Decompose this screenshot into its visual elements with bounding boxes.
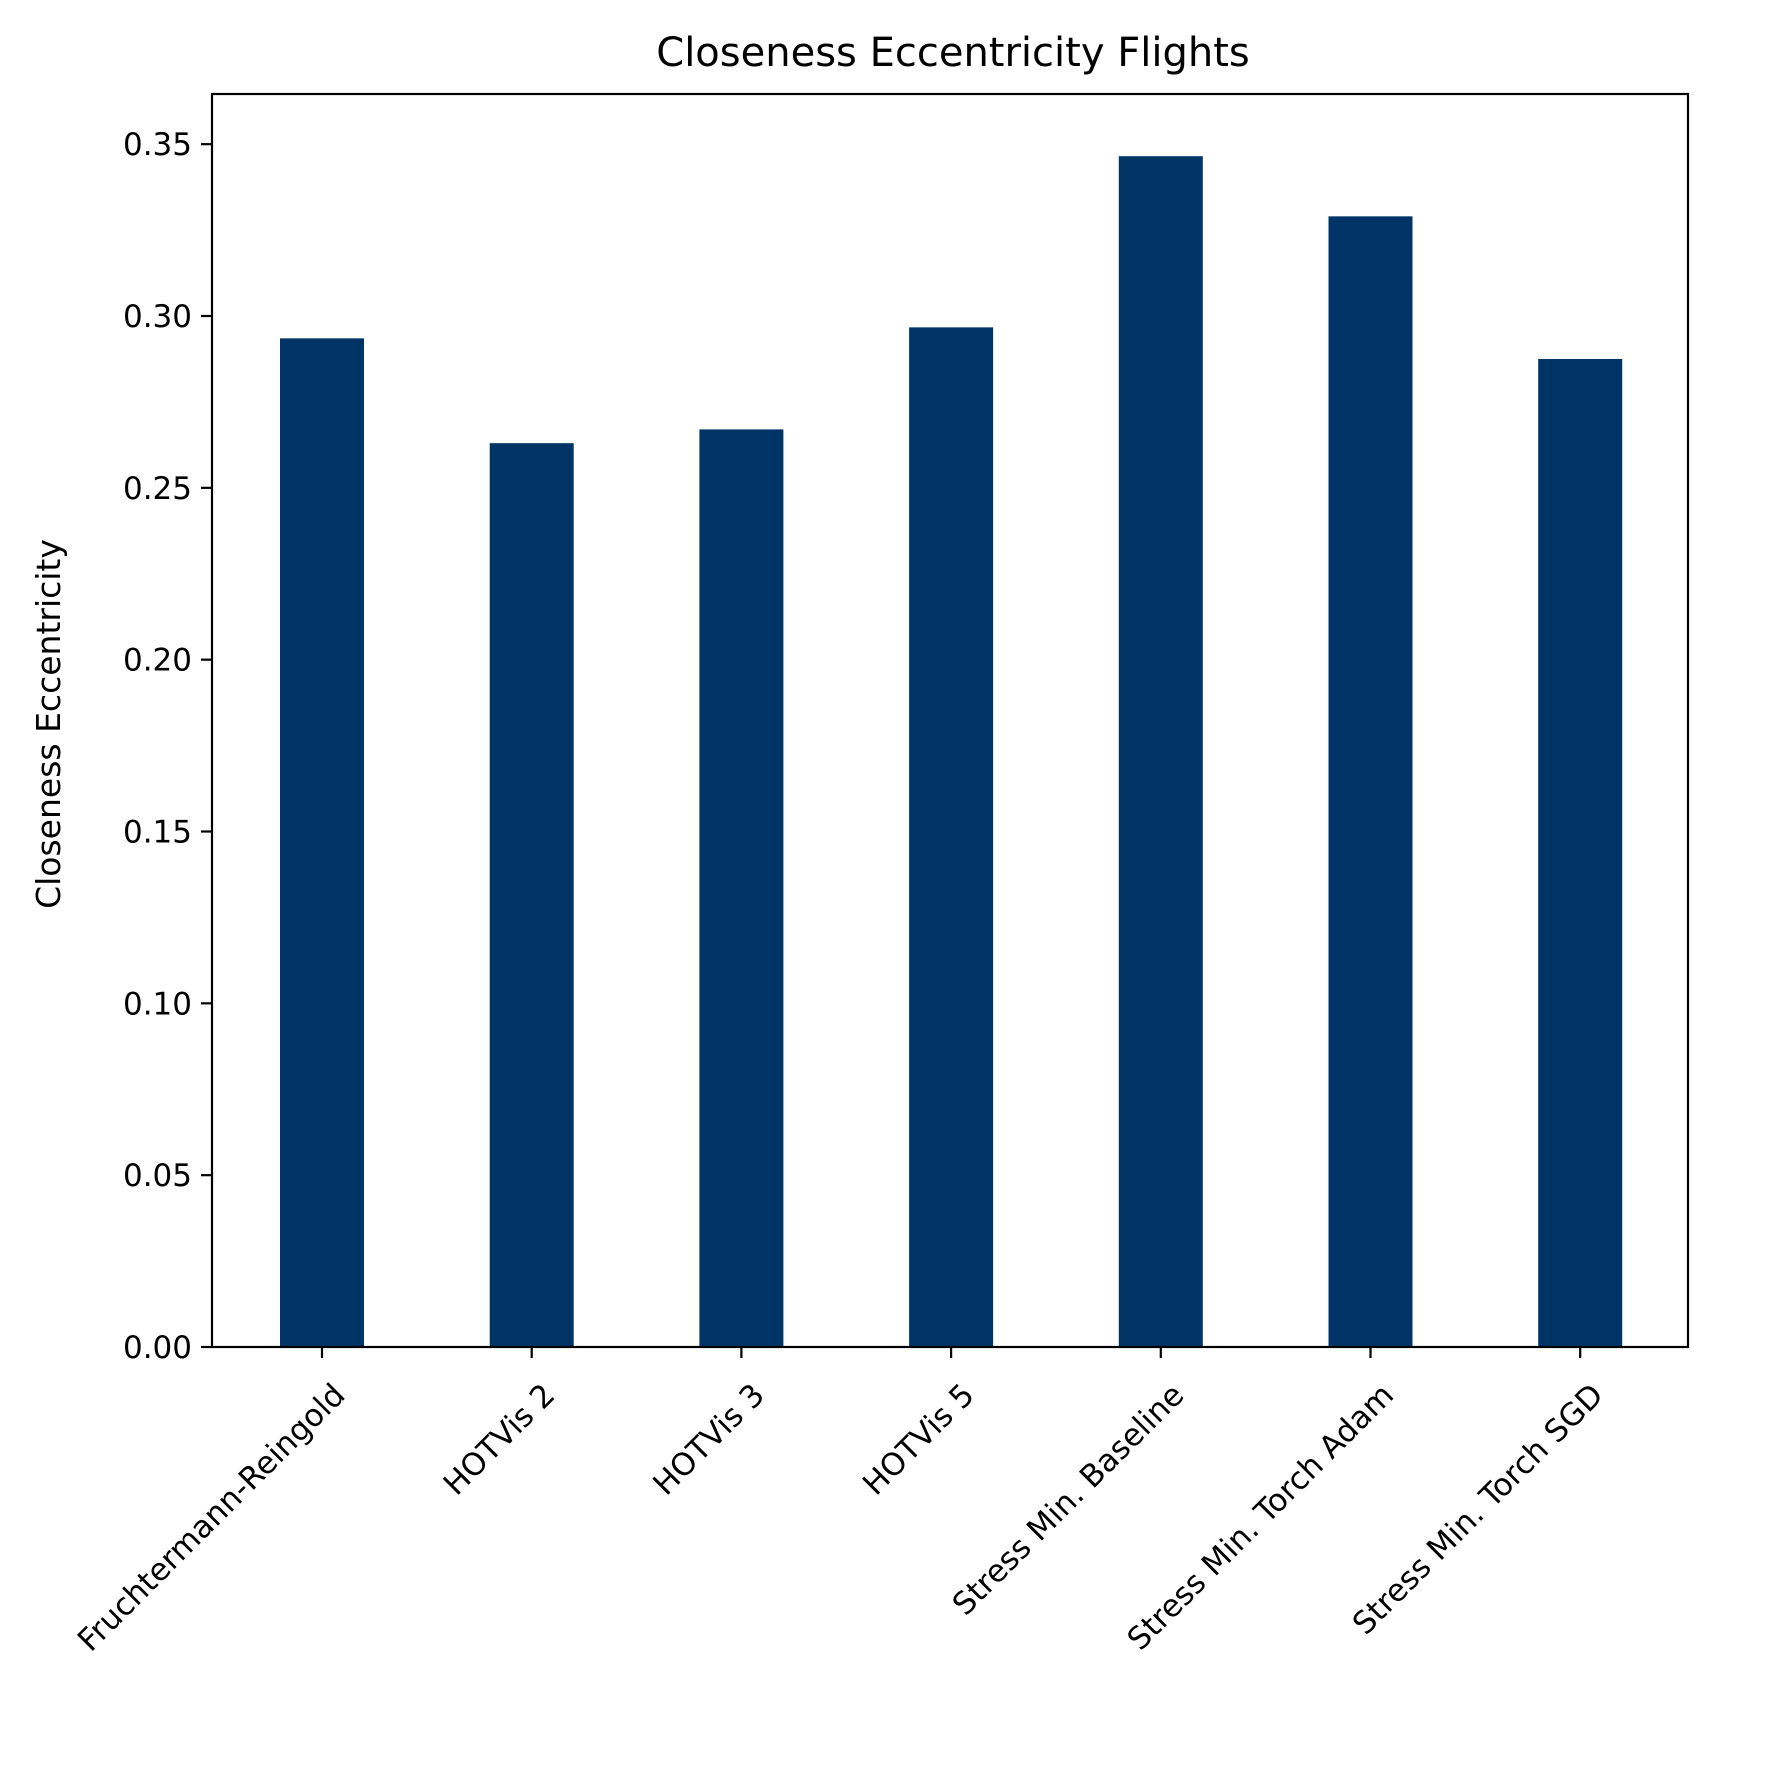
- x-tick-label-4: Stress Min. Baseline: [946, 1377, 1192, 1623]
- bar-1: [489, 443, 574, 1347]
- y-tick-label-2: 0.10: [123, 986, 192, 1022]
- x-tick-label-1: HOTVis 2: [437, 1377, 563, 1503]
- y-axis: 0.00 0.05 0.10 0.15 0.20 0.25 0.30 0.35: [123, 127, 212, 1366]
- y-tick-label-0: 0.00: [123, 1330, 192, 1366]
- bar-5: [1328, 216, 1413, 1347]
- bar-2: [699, 429, 784, 1347]
- x-tick-label-3: HOTVis 5: [856, 1377, 982, 1503]
- y-tick-label-1: 0.05: [123, 1158, 192, 1194]
- bar-6: [1538, 358, 1623, 1347]
- y-tick-label-6: 0.30: [123, 299, 192, 335]
- y-tick-label-3: 0.15: [123, 815, 192, 851]
- chart-title: Closeness Eccentricity Flights: [656, 30, 1249, 76]
- bar-3: [909, 327, 994, 1348]
- x-axis: Fruchtermann-Reingold HOTVis 2 HOTVis 3 HOT…: [71, 1347, 1611, 1659]
- y-axis-label: Closeness Eccentricity: [29, 539, 68, 909]
- y-tick-label-5: 0.25: [123, 471, 192, 507]
- y-tick-label-4: 0.20: [123, 643, 192, 679]
- y-tick-label-7: 0.35: [123, 127, 192, 163]
- bars-group: [280, 156, 1623, 1348]
- bar-4: [1118, 156, 1203, 1347]
- bar-0: [280, 338, 364, 1347]
- plot-frame: [210, 92, 1690, 1349]
- x-tick-label-0: Fruchtermann-Reingold: [71, 1377, 353, 1659]
- x-tick-label-2: HOTVis 3: [646, 1377, 772, 1503]
